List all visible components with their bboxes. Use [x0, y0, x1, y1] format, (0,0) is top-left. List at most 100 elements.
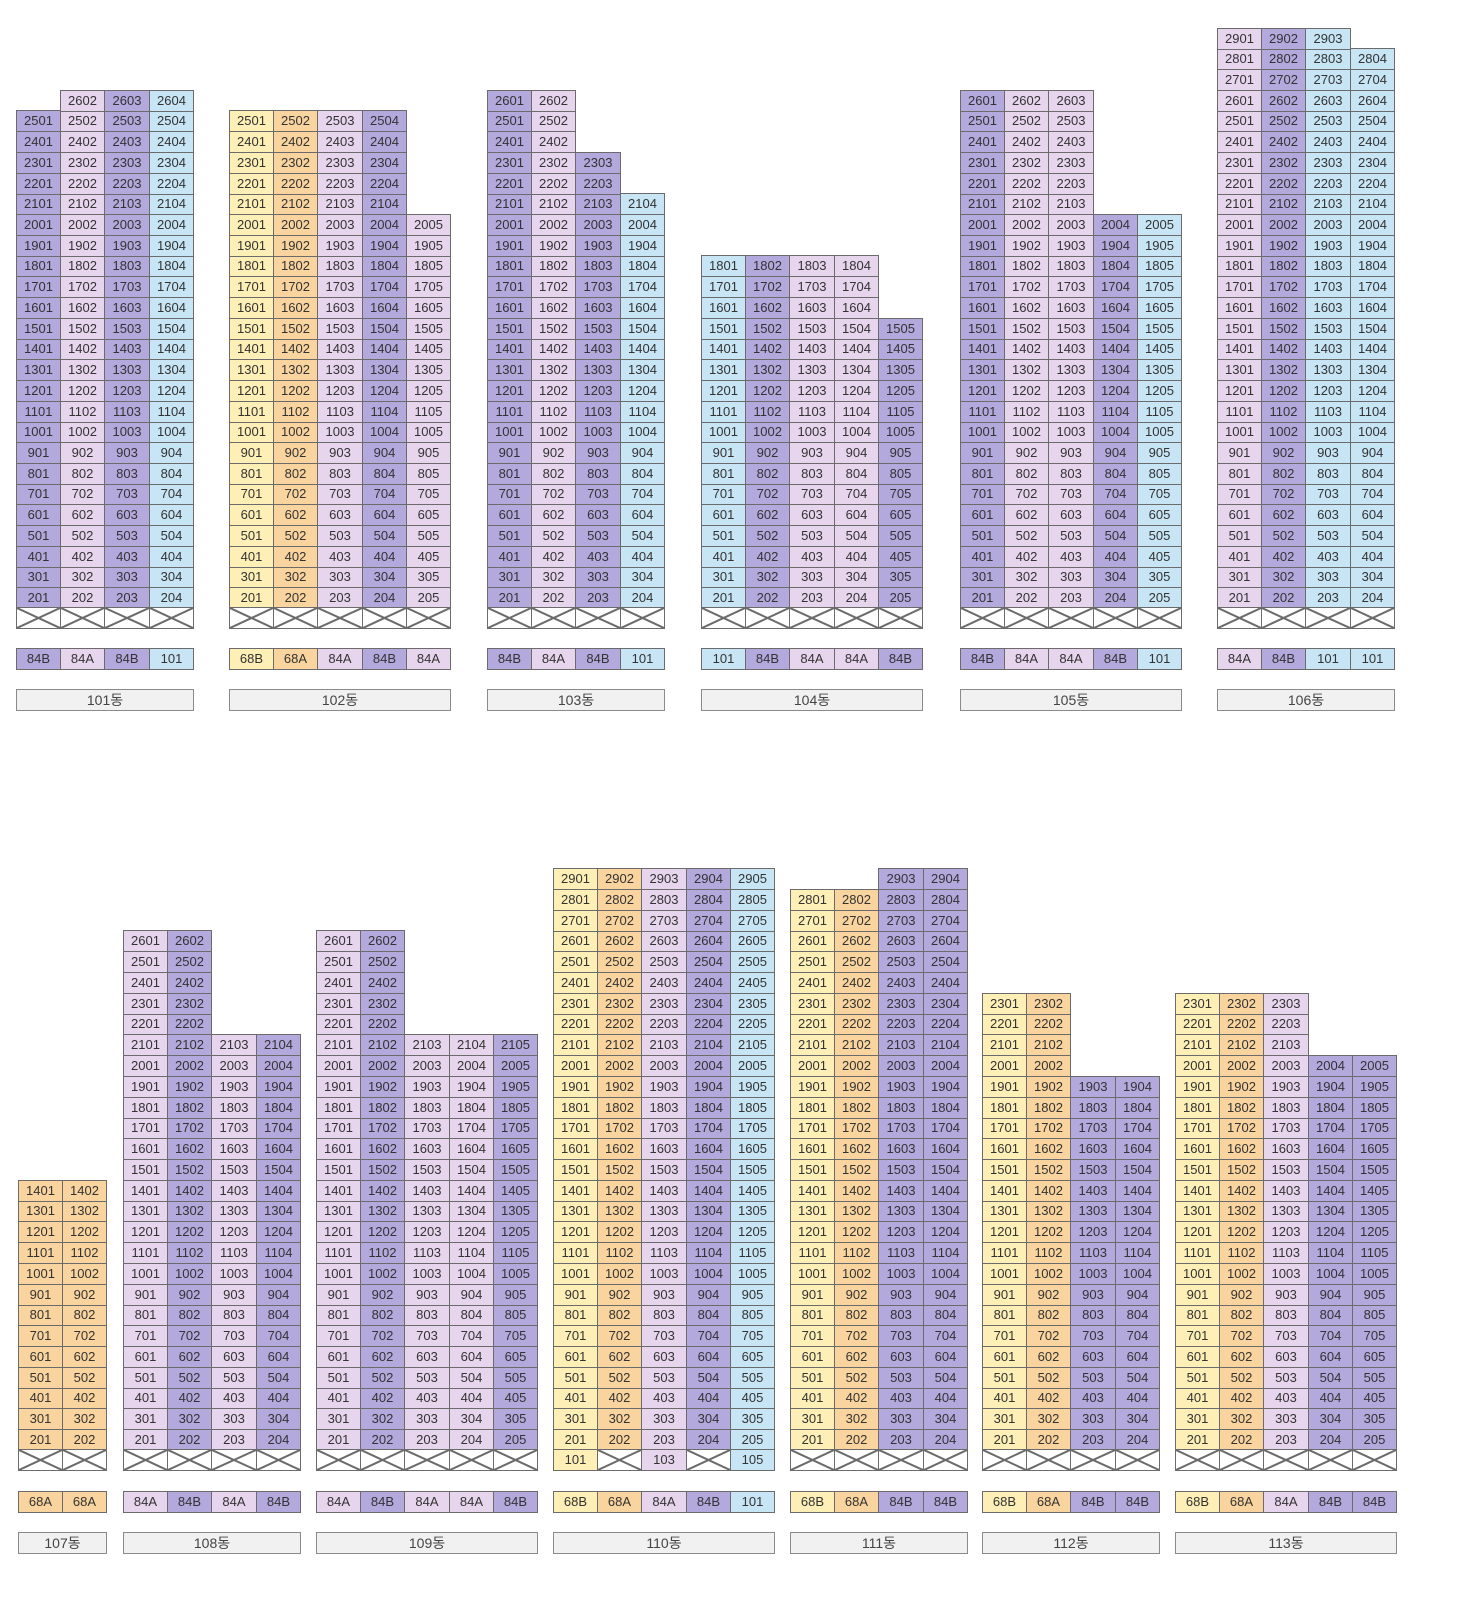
unit-cell[interactable]: 803: [211, 1304, 257, 1326]
unit-cell[interactable]: 2302: [597, 993, 642, 1015]
unit-cell[interactable]: 901: [790, 1284, 835, 1306]
unit-cell[interactable]: 905: [1352, 1284, 1397, 1306]
unit-cell[interactable]: 2402: [60, 131, 105, 153]
unit-cell[interactable]: 1603: [104, 297, 150, 319]
unit-cell[interactable]: 903: [641, 1284, 687, 1306]
unit-cell[interactable]: 1402: [360, 1180, 405, 1202]
unit-cell[interactable]: 303: [317, 566, 363, 588]
ground-unit-cell[interactable]: 101: [553, 1449, 598, 1471]
unit-cell[interactable]: 1803: [1070, 1097, 1116, 1119]
unit-cell[interactable]: 1205: [406, 380, 451, 402]
unit-cell[interactable]: 1102: [745, 401, 790, 423]
unit-cell[interactable]: 2002: [167, 1055, 212, 1077]
unit-cell[interactable]: 2402: [273, 131, 318, 153]
unit-cell[interactable]: 902: [62, 1284, 107, 1306]
unit-cell[interactable]: 703: [317, 483, 363, 505]
unit-cell[interactable]: 2301: [790, 993, 835, 1015]
unit-cell[interactable]: 2204: [149, 173, 194, 195]
unit-cell[interactable]: 1402: [597, 1180, 642, 1202]
unit-cell[interactable]: 1501: [487, 318, 532, 340]
unit-cell[interactable]: 2101: [553, 1034, 598, 1056]
unit-cell[interactable]: 1804: [1350, 255, 1395, 277]
unit-cell[interactable]: 802: [1004, 463, 1049, 485]
unit-cell[interactable]: 2004: [1350, 214, 1395, 236]
unit-cell[interactable]: 1704: [1093, 276, 1138, 298]
unit-cell[interactable]: 1701: [123, 1117, 168, 1139]
unit-cell[interactable]: 401: [553, 1387, 598, 1409]
unit-cell[interactable]: 1801: [553, 1097, 598, 1119]
unit-cell[interactable]: 1903: [641, 1076, 687, 1098]
unit-cell[interactable]: 2703: [878, 910, 924, 932]
unit-cell[interactable]: 603: [211, 1346, 257, 1368]
unit-cell[interactable]: 1703: [1048, 276, 1094, 298]
unit-cell[interactable]: 2502: [1261, 110, 1306, 132]
unit-cell[interactable]: 504: [1308, 1367, 1353, 1389]
unit-cell[interactable]: 402: [1219, 1387, 1264, 1409]
unit-cell[interactable]: 1204: [149, 380, 194, 402]
unit-cell[interactable]: 802: [60, 463, 105, 485]
unit-cell[interactable]: 1305: [493, 1200, 538, 1222]
unit-cell[interactable]: 203: [878, 1429, 924, 1451]
unit-cell[interactable]: 202: [1026, 1429, 1071, 1451]
unit-cell[interactable]: 402: [360, 1387, 405, 1409]
unit-cell[interactable]: 1702: [531, 276, 576, 298]
unit-cell[interactable]: 704: [1308, 1325, 1353, 1347]
unit-cell[interactable]: 1101: [229, 401, 274, 423]
unit-cell[interactable]: 604: [834, 504, 879, 526]
unit-cell[interactable]: 1101: [316, 1242, 361, 1264]
unit-cell[interactable]: 701: [701, 483, 746, 505]
unit-cell[interactable]: 503: [404, 1367, 450, 1389]
unit-cell[interactable]: 2005: [406, 214, 451, 236]
unit-cell[interactable]: 703: [404, 1325, 450, 1347]
unit-cell[interactable]: 304: [923, 1408, 968, 1430]
unit-cell[interactable]: 1404: [256, 1180, 301, 1202]
unit-cell[interactable]: 2403: [1305, 131, 1351, 153]
unit-cell[interactable]: 202: [531, 587, 576, 609]
unit-cell[interactable]: 1002: [597, 1263, 642, 1285]
unit-cell[interactable]: 2201: [960, 173, 1005, 195]
unit-cell[interactable]: 1703: [404, 1117, 450, 1139]
unit-cell[interactable]: 903: [211, 1284, 257, 1306]
unit-cell[interactable]: 304: [686, 1408, 731, 1430]
unit-cell[interactable]: 403: [789, 546, 835, 568]
unit-cell[interactable]: 1904: [1350, 235, 1395, 257]
unit-cell[interactable]: 202: [360, 1429, 405, 1451]
unit-cell[interactable]: 1604: [620, 297, 665, 319]
unit-cell[interactable]: 201: [553, 1429, 598, 1451]
unit-cell[interactable]: 904: [923, 1284, 968, 1306]
unit-cell[interactable]: 1001: [18, 1263, 63, 1285]
unit-cell[interactable]: 802: [745, 463, 790, 485]
unit-cell[interactable]: 1305: [878, 359, 923, 381]
unit-cell[interactable]: 504: [149, 525, 194, 547]
unit-cell[interactable]: 2001: [1217, 214, 1262, 236]
unit-cell[interactable]: 303: [211, 1408, 257, 1430]
unit-cell[interactable]: 2902: [1261, 28, 1306, 50]
unit-cell[interactable]: 402: [1026, 1387, 1071, 1409]
unit-cell[interactable]: 1304: [1093, 359, 1138, 381]
unit-cell[interactable]: 1405: [493, 1180, 538, 1202]
unit-cell[interactable]: 2301: [16, 152, 61, 174]
unit-cell[interactable]: 303: [1048, 566, 1094, 588]
unit-cell[interactable]: 704: [834, 483, 879, 505]
unit-cell[interactable]: 1704: [686, 1117, 731, 1139]
unit-cell[interactable]: 401: [790, 1387, 835, 1409]
unit-cell[interactable]: 1602: [360, 1138, 405, 1160]
unit-cell[interactable]: 705: [730, 1325, 775, 1347]
unit-cell[interactable]: 2503: [1048, 110, 1094, 132]
unit-cell[interactable]: 2501: [487, 110, 532, 132]
unit-cell[interactable]: 1404: [923, 1180, 968, 1202]
unit-cell[interactable]: 401: [982, 1387, 1027, 1409]
unit-cell[interactable]: 2603: [878, 930, 924, 952]
unit-cell[interactable]: 902: [1026, 1284, 1071, 1306]
unit-cell[interactable]: 1103: [1070, 1242, 1116, 1264]
unit-cell[interactable]: 1705: [493, 1117, 538, 1139]
unit-cell[interactable]: 2004: [620, 214, 665, 236]
unit-cell[interactable]: 904: [1115, 1284, 1160, 1306]
unit-cell[interactable]: 2502: [1004, 110, 1049, 132]
unit-cell[interactable]: 1005: [730, 1263, 775, 1285]
unit-cell[interactable]: 1503: [1070, 1159, 1116, 1181]
unit-cell[interactable]: 2302: [1261, 152, 1306, 174]
unit-cell[interactable]: 1301: [123, 1200, 168, 1222]
unit-cell[interactable]: 2602: [360, 930, 405, 952]
unit-cell[interactable]: 2404: [923, 972, 968, 994]
